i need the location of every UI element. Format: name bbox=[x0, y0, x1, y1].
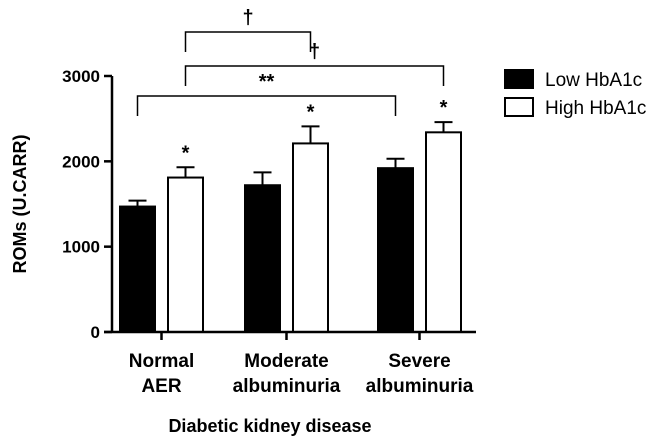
y-tick-label: 3000 bbox=[62, 67, 100, 86]
bar bbox=[168, 178, 203, 332]
y-tick-label: 2000 bbox=[62, 152, 100, 171]
legend-label: Low HbA1c bbox=[545, 70, 642, 91]
x-axis-title: Diabetic kidney disease bbox=[168, 416, 371, 436]
y-axis-title: ROMs (U.CARR) bbox=[10, 135, 30, 274]
legend-label: High HbA1c bbox=[545, 98, 646, 119]
y-tick-label: 0 bbox=[91, 323, 100, 342]
significance-marker: * bbox=[440, 97, 448, 119]
bar bbox=[245, 185, 280, 332]
bar bbox=[378, 168, 413, 332]
significance-bracket-label: † bbox=[309, 41, 320, 63]
bar bbox=[426, 132, 461, 332]
x-category-label: albuminuria bbox=[233, 376, 341, 397]
significance-bracket-label: ** bbox=[259, 71, 275, 93]
significance-marker: * bbox=[182, 142, 190, 164]
bar bbox=[293, 143, 328, 332]
y-tick-label: 1000 bbox=[62, 238, 100, 257]
x-category-label: Normal bbox=[129, 351, 194, 372]
significance-marker: * bbox=[307, 101, 315, 123]
significance-bracket bbox=[138, 96, 396, 116]
significance-bracket-label: † bbox=[242, 7, 253, 29]
x-category-label: AER bbox=[141, 376, 181, 397]
x-category-label: Severe bbox=[388, 351, 450, 372]
x-category-label: albuminuria bbox=[366, 376, 474, 397]
significance-bracket bbox=[186, 32, 311, 52]
bar bbox=[120, 207, 155, 332]
significance-bracket bbox=[186, 66, 444, 86]
legend-swatch bbox=[505, 98, 533, 116]
legend-swatch bbox=[505, 70, 533, 88]
x-category-label: Moderate bbox=[244, 351, 328, 372]
